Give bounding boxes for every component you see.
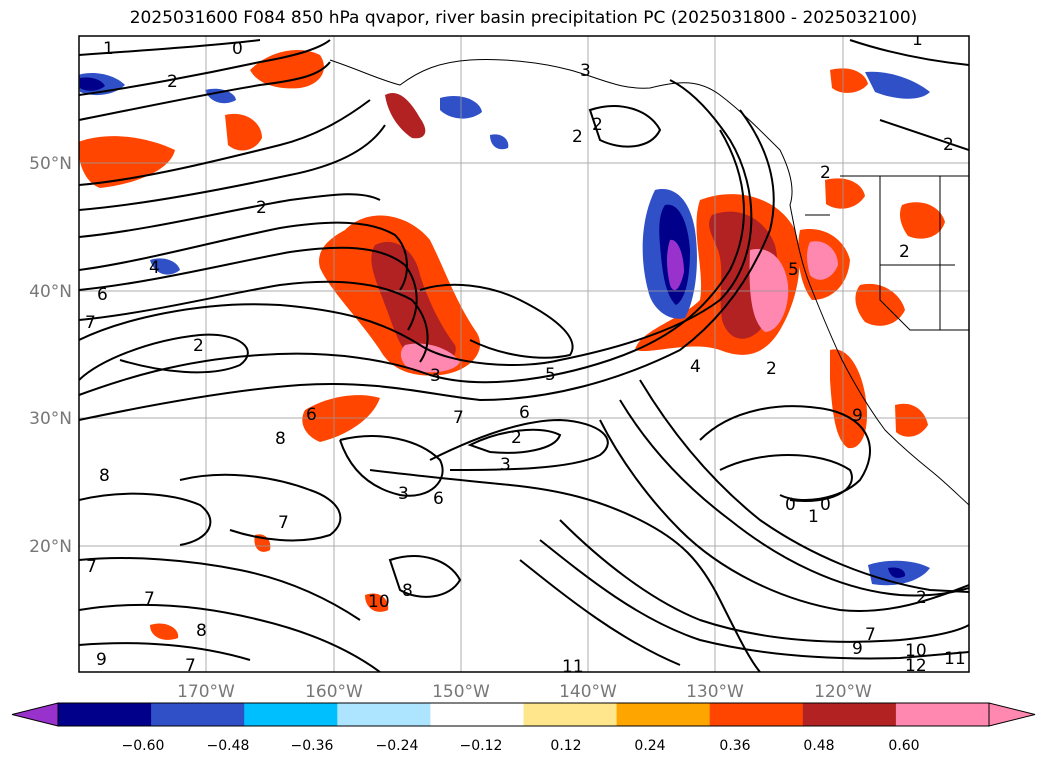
latitude-labels: 50°N 40°N 30°N 20°N — [29, 154, 72, 557]
contour-label: 9 — [852, 639, 863, 659]
contour-label: 8 — [196, 621, 207, 641]
colorbar-extend-max — [988, 702, 1036, 727]
graticule — [79, 36, 969, 672]
colorbar-ticks: −0.60 −0.48 −0.36 −0.24 −0.12 0.12 0.24 … — [122, 738, 920, 754]
contour-label: 2 — [943, 135, 954, 155]
contour-labels: 1 0 2 2 2 4 6 7 2 3 5 6 4 2 3 8 7 8 6 7 … — [85, 30, 966, 677]
contour-label: 0 — [820, 495, 831, 515]
contour-label: 8 — [99, 466, 110, 486]
contour-label: 2 — [511, 428, 522, 448]
contour-label: 7 — [278, 513, 289, 533]
contour-label: 6 — [433, 489, 444, 509]
colorbar-swatch — [244, 703, 338, 726]
contour-label: 9 — [852, 406, 863, 426]
contour-label: 7 — [144, 589, 155, 609]
lon-label-120w: 120°W — [814, 682, 872, 702]
colorbar-swatch — [709, 703, 804, 726]
contour-label: 11 — [562, 657, 584, 677]
contour-label: 8 — [275, 429, 286, 449]
contour-label: 4 — [149, 258, 160, 278]
lon-label-140w: 140°W — [559, 682, 617, 702]
contour-label: 2 — [820, 163, 831, 183]
map-content: 1 0 2 2 2 4 6 7 2 3 5 6 4 2 3 8 7 8 6 7 … — [79, 30, 969, 677]
contour-label: 6 — [97, 285, 108, 305]
colorbar-tick-label: 0.36 — [719, 738, 750, 754]
lat-label-20n: 20°N — [29, 537, 72, 557]
contour-label: 2 — [256, 198, 267, 218]
contour-label: 0 — [232, 39, 243, 59]
colorbar-tick-label: 0.12 — [550, 738, 581, 754]
contour-label: 11 — [944, 649, 966, 669]
contour-label: 2 — [167, 72, 178, 92]
contour-label: 7 — [85, 313, 96, 333]
contour-label: 5 — [788, 260, 799, 280]
colorbar-tick-label: −0.12 — [460, 738, 503, 754]
colorbar-tick-label: 0.60 — [888, 738, 919, 754]
contour-label: 0 — [785, 495, 796, 515]
coastlines — [329, 58, 969, 506]
colorbar-extend-min — [11, 702, 59, 727]
contour-label: 3 — [398, 484, 409, 504]
colorbar-swatch — [58, 703, 152, 726]
colorbar-tick-label: 0.24 — [634, 738, 665, 754]
contour-label: 12 — [905, 656, 927, 676]
contour-label: 7 — [453, 408, 464, 428]
contour-label: 3 — [430, 366, 441, 386]
contour-label: 2 — [766, 359, 777, 379]
colorbar-swatch — [802, 703, 897, 726]
lat-label-40n: 40°N — [29, 282, 72, 302]
contour-label: 1 — [103, 39, 114, 59]
colorbar — [11, 702, 1036, 727]
lon-label-170w: 170°W — [177, 682, 235, 702]
qvapor-contours — [79, 39, 969, 672]
contour-label: 7 — [865, 625, 876, 645]
lat-label-50n: 50°N — [29, 154, 72, 174]
contour-label: 8 — [402, 581, 413, 601]
contour-label: 2 — [916, 588, 927, 608]
colorbar-swatch — [430, 703, 524, 726]
colorbar-tick-label: −0.48 — [207, 738, 250, 754]
colorbar-swatch — [616, 703, 711, 726]
contour-label: 2 — [572, 127, 583, 147]
contour-label: 2 — [592, 115, 603, 135]
longitude-labels: 170°W 160°W 150°W 140°W 130°W 120°W — [177, 682, 872, 702]
map-border — [78, 35, 970, 673]
contour-label: 7 — [86, 557, 97, 577]
contour-label: 4 — [690, 357, 701, 377]
contour-label: 2 — [899, 242, 910, 262]
map-title: 2025031600 F084 850 hPa qvapor, river ba… — [129, 8, 918, 28]
map-area — [79, 36, 969, 672]
colorbar-swatch — [151, 703, 245, 726]
contour-label: 1 — [912, 30, 923, 50]
contour-label: 2 — [193, 336, 204, 356]
contour-label: 9 — [96, 650, 107, 670]
contour-label: 10 — [905, 641, 927, 661]
colorbar-tick-label: −0.24 — [376, 738, 419, 754]
colorbar-tick-label: −0.36 — [291, 738, 334, 754]
contour-label: 6 — [306, 405, 317, 425]
colorbar-swatch — [337, 703, 431, 726]
colorbar-swatch — [895, 703, 990, 726]
lon-label-130w: 130°W — [686, 682, 744, 702]
contour-label: 10 — [368, 592, 390, 612]
colorbar-tick-label: 0.48 — [803, 738, 834, 754]
lat-label-30n: 30°N — [29, 409, 72, 429]
contour-label: 3 — [500, 455, 511, 475]
colorbar-swatch — [523, 703, 618, 726]
contour-label: 6 — [519, 403, 530, 423]
lon-label-160w: 160°W — [305, 682, 363, 702]
contour-label: 5 — [545, 365, 556, 385]
contour-label: 3 — [580, 61, 591, 81]
lon-label-150w: 150°W — [432, 682, 490, 702]
colorbar-border — [57, 702, 990, 727]
colorbar-tick-label: −0.60 — [122, 738, 165, 754]
contour-label: 7 — [185, 656, 196, 676]
contour-label: 1 — [808, 507, 819, 527]
